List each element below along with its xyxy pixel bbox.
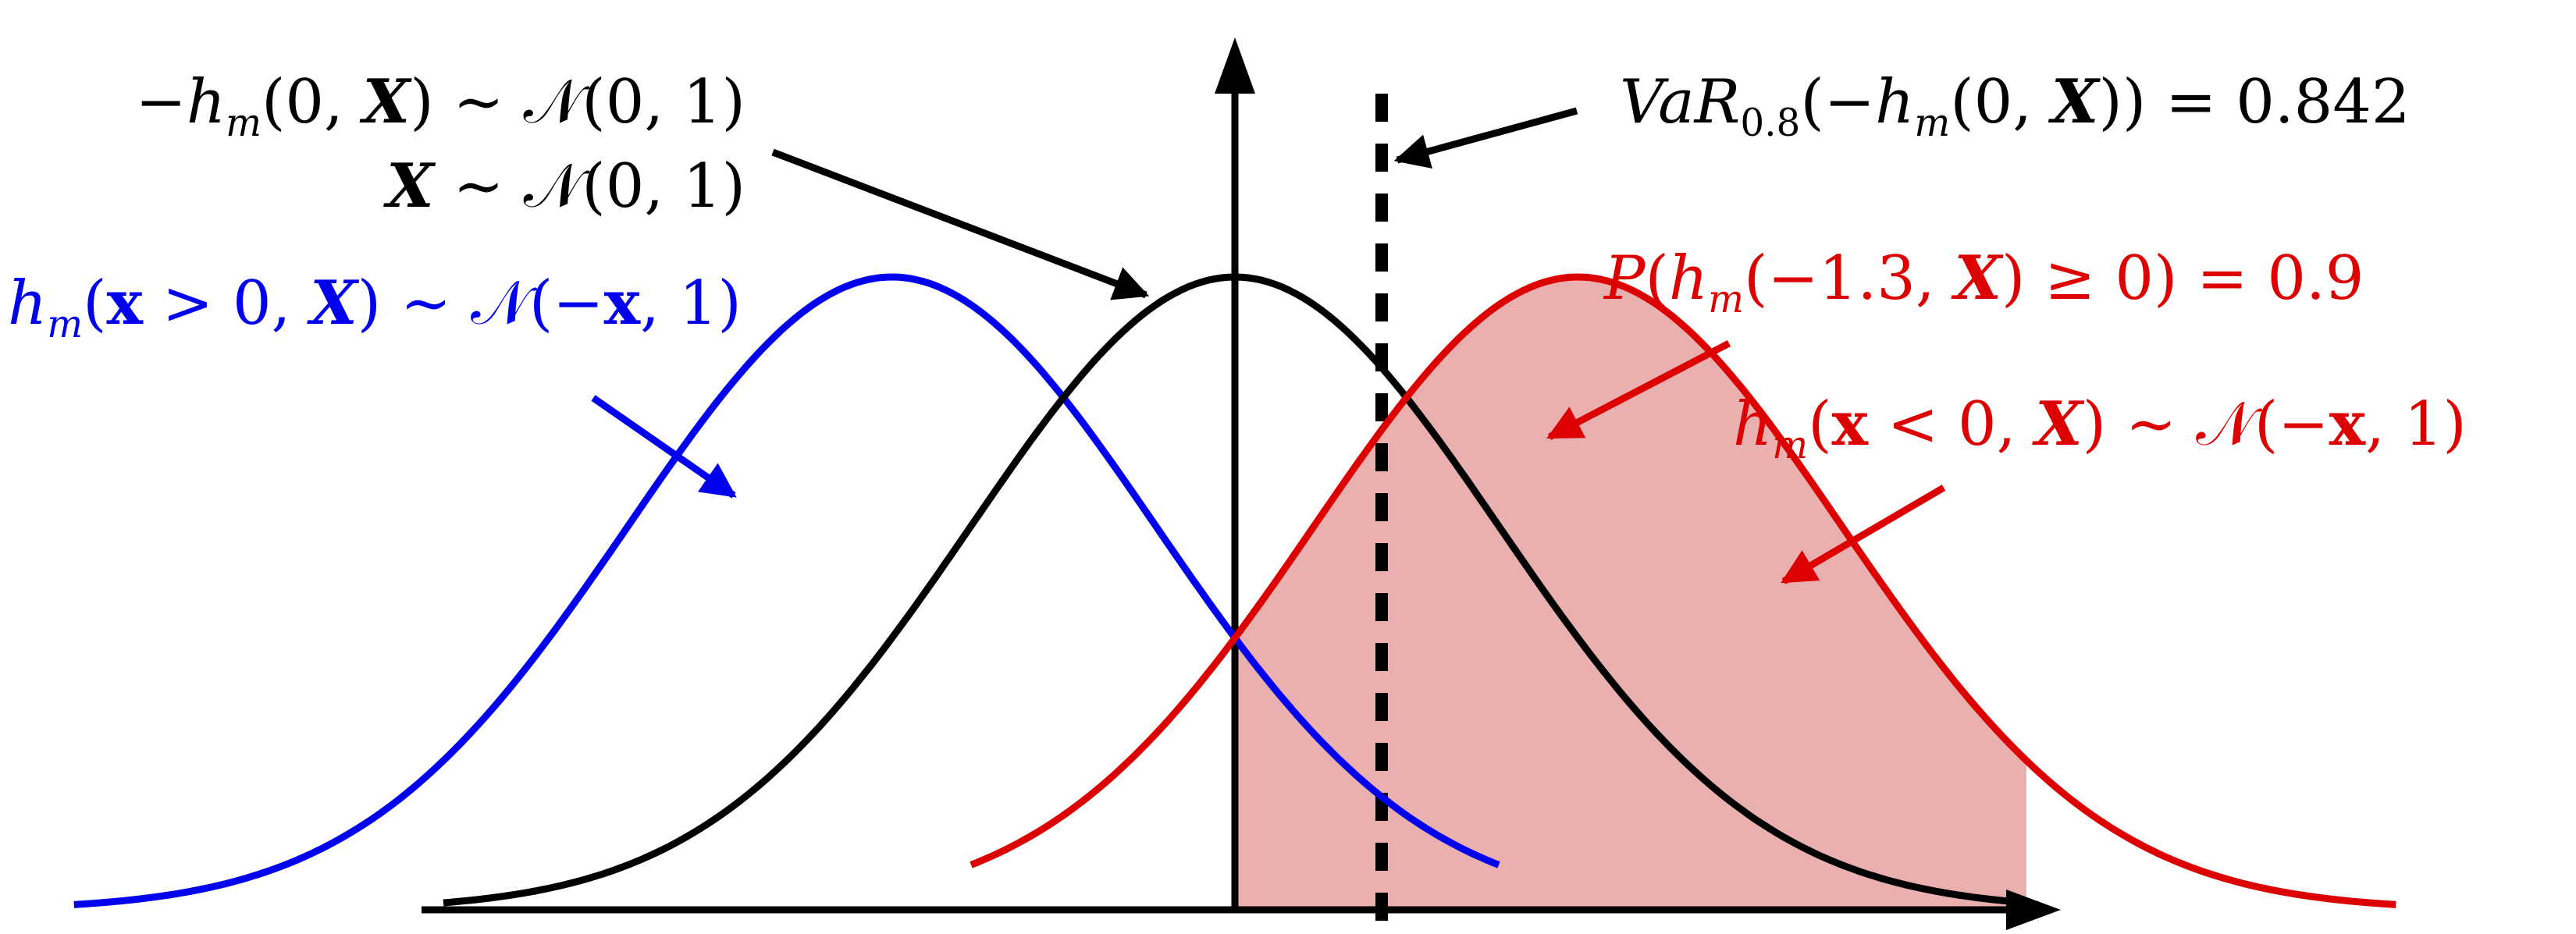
x-vector: x — [2329, 389, 2366, 460]
text-part: ) ≥ 0) = 0.9 — [2001, 243, 2364, 314]
black-label-arrow — [771, 148, 1150, 300]
text-part: , 1) — [2365, 389, 2467, 460]
text-part: ( — [1645, 243, 1669, 314]
red-density-curve — [970, 273, 2396, 908]
prob-label-arrow — [1546, 340, 1731, 440]
text-part: ) ∼ 𝒩(− — [2082, 389, 2329, 460]
probability-label: P(hm(−1.3, X) ≥ 0) = 0.9 — [1604, 248, 2364, 319]
y-axis-arrowhead — [1215, 37, 1255, 94]
text-part: (−1.3, — [1744, 243, 1955, 314]
blue-distribution-label: hm(x > 0, X) ∼ 𝒩(−x, 1) — [8, 273, 742, 344]
h-symbol: h — [1733, 389, 1773, 460]
black-distribution-label-line2: X ∼ 𝒩(0, 1) — [31, 156, 745, 218]
text-part: ∼ 𝒩(0, 1) — [433, 151, 745, 222]
h-symbol: h — [186, 67, 226, 137]
x-axis-arrowhead — [2006, 890, 2061, 930]
text-part: ( — [1808, 389, 1832, 460]
text-part: )) = 0.842 — [2098, 67, 2411, 137]
text-part: < 0, — [1868, 389, 2036, 460]
x-vector: x — [106, 268, 144, 339]
text-part: (− — [1800, 67, 1876, 137]
x-vector: X — [2051, 66, 2099, 137]
text-part: ( — [83, 268, 107, 339]
minus-sign: − — [135, 67, 187, 137]
x-vector: X — [1954, 243, 2001, 314]
h-symbol: h — [1668, 243, 1709, 314]
black-distribution-label-line1: −hm(0, X) ∼ 𝒩(0, 1) — [31, 72, 745, 143]
var-subscript: 0.8 — [1740, 101, 1801, 145]
m-subscript: m — [1708, 277, 1745, 321]
x-vector: X — [362, 66, 411, 137]
red-distribution-label: hm(x < 0, X) ∼ 𝒩(−x, 1) — [1733, 394, 2467, 465]
red-label-arrow — [1781, 485, 1946, 584]
blue-density-curve — [73, 273, 1500, 908]
x-vector: X — [386, 151, 434, 222]
shaded-probability-region — [1235, 277, 2026, 910]
m-subscript: m — [47, 302, 84, 346]
h-symbol: h — [8, 268, 48, 339]
var-label: VaR0.8(−hm(0, X)) = 0.842 — [1620, 72, 2411, 143]
m-subscript: m — [1914, 101, 1951, 145]
text-part: ) ∼ 𝒩(0, 1) — [410, 67, 745, 137]
x-vector: x — [603, 268, 641, 339]
x-vector: X — [310, 268, 358, 339]
x-vector: x — [1831, 389, 1869, 460]
black-density-curve — [443, 273, 2027, 907]
m-subscript: m — [1772, 423, 1809, 467]
text-part: , 1) — [640, 268, 742, 339]
text-part: > 0, — [143, 268, 311, 339]
var-label-arrow — [1393, 107, 1578, 169]
x-vector: X — [2035, 389, 2083, 460]
var-symbol: VaR — [1620, 67, 1741, 137]
blue-label-arrow — [591, 395, 737, 499]
text-part: ) ∼ 𝒩(− — [357, 268, 604, 339]
m-subscript: m — [226, 101, 262, 145]
text-part: (0, — [262, 67, 363, 137]
h-symbol: h — [1875, 67, 1915, 137]
text-part: (0, — [1950, 67, 2051, 137]
p-symbol: P — [1604, 243, 1646, 314]
